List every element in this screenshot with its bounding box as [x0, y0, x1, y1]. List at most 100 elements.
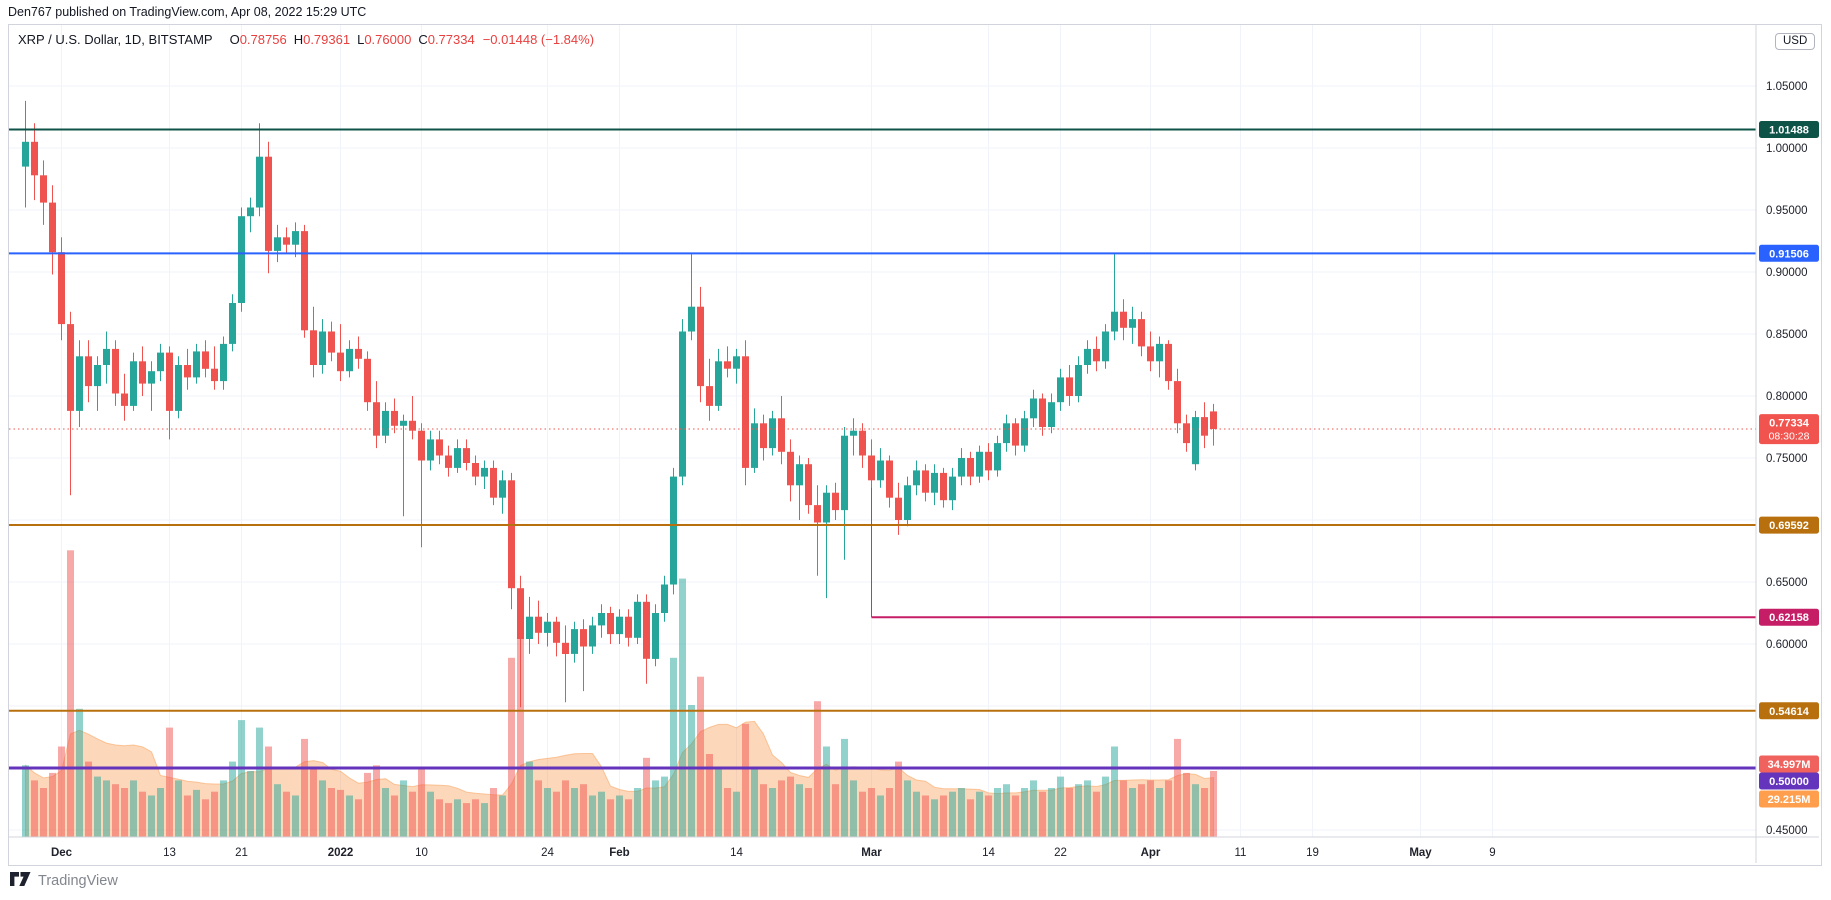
- volume-bar: [148, 795, 155, 837]
- price-chip-ray-support[interactable]: 0.62158: [1759, 608, 1819, 626]
- candle: [589, 625, 596, 647]
- candle: [922, 470, 929, 493]
- candle: [229, 303, 236, 344]
- candle: [256, 156, 263, 208]
- high-value: 0.79361: [303, 32, 351, 47]
- volume-bar: [670, 657, 677, 837]
- time-axis[interactable]: Dec 13 21 2022 10 24 Feb 14 Mar 14 22 Apr 11 19 May 9: [51, 847, 1496, 859]
- volume-bar: [1147, 780, 1154, 837]
- time-tick-label: Mar: [861, 847, 882, 859]
- time-tick-label: May: [1409, 847, 1432, 859]
- svg-text:0.91506: 0.91506: [1769, 248, 1809, 260]
- volume-bar: [301, 738, 308, 837]
- candle: [949, 476, 956, 501]
- candle: [904, 485, 911, 520]
- volume-bar: [643, 757, 650, 837]
- volume-bar: [868, 788, 875, 837]
- candle: [427, 439, 434, 461]
- candle: [562, 642, 569, 654]
- volume-bar: [103, 780, 110, 837]
- price-chip-support-2[interactable]: 0.54614: [1759, 702, 1819, 720]
- candle: [742, 356, 749, 468]
- volume-bar: [391, 795, 398, 837]
- candle: [1003, 423, 1010, 444]
- grid-layer: [9, 25, 1756, 837]
- volume-bar: [274, 784, 281, 837]
- candle: [553, 621, 560, 643]
- price-chip-resistance-high[interactable]: 1.01488: [1759, 121, 1819, 138]
- time-tick-label: 24: [541, 847, 554, 859]
- volume-bar: [913, 791, 920, 837]
- volume-bar: [1021, 788, 1028, 837]
- volume-bar: [823, 746, 830, 837]
- candle: [85, 356, 92, 387]
- candle: [1210, 411, 1217, 429]
- volume-bar: [589, 795, 596, 837]
- volume-bar: [1030, 780, 1037, 837]
- volume-bar: [904, 780, 911, 837]
- candle: [328, 331, 335, 353]
- candle: [688, 306, 695, 332]
- price-chip-support-1[interactable]: 0.69592: [1759, 516, 1819, 534]
- candle: [841, 435, 848, 511]
- candle: [337, 352, 344, 372]
- volume-chip-volume-value[interactable]: 34.997M: [1759, 755, 1819, 773]
- volume-bar: [850, 780, 857, 837]
- volume-bar: [364, 772, 371, 837]
- volume-bar: [742, 723, 749, 837]
- candle: [760, 423, 767, 449]
- chart-canvas[interactable]: 1.05000 1.00000 0.95000 0.90000 0.85000 0.800…: [9, 25, 1819, 863]
- volume-bar: [1075, 784, 1082, 837]
- candle: [1111, 311, 1118, 332]
- volume-bar: [427, 791, 434, 837]
- price-tick-label: 0.65000: [1766, 577, 1808, 589]
- symbol-title: XRP / U.S. Dollar, 1D, BITSTAMP: [18, 32, 213, 47]
- candle: [364, 358, 371, 403]
- volume-bar: [211, 791, 218, 837]
- volume-bar: [508, 657, 515, 837]
- candle: [526, 616, 533, 639]
- price-tick-label: 0.95000: [1766, 205, 1808, 217]
- time-tick-label: 14: [982, 847, 995, 859]
- volume-bar: [715, 769, 722, 837]
- volume-bar: [832, 784, 839, 837]
- candle: [247, 207, 254, 217]
- candle: [796, 464, 803, 486]
- candle: [877, 460, 884, 481]
- volume-bar: [445, 803, 452, 837]
- price-chip-resistance-mid[interactable]: 0.91506: [1759, 244, 1819, 262]
- svg-text:0.50000: 0.50000: [1769, 776, 1809, 788]
- candle: [1147, 346, 1154, 362]
- candle: [625, 616, 632, 638]
- high-key: H: [293, 32, 304, 47]
- volume-bar: [202, 799, 209, 837]
- volume-bar: [265, 746, 272, 837]
- volume-bar: [976, 791, 983, 837]
- volume-bar: [1012, 795, 1019, 837]
- candle: [31, 141, 38, 176]
- volume-bar: [706, 754, 713, 837]
- candle: [436, 439, 443, 456]
- svg-text:0.77334: 0.77334: [1769, 418, 1810, 430]
- currency-badge[interactable]: USD: [1775, 33, 1816, 50]
- volume-bar: [319, 780, 326, 837]
- price-chip-support-3[interactable]: 0.50000: [1759, 772, 1819, 790]
- volume-bar: [85, 761, 92, 837]
- volume-bar: [490, 788, 497, 837]
- candle: [1192, 417, 1199, 465]
- time-tick-label: 10: [415, 847, 428, 859]
- volume-bar: [463, 803, 470, 837]
- change-value: −0.01448 (−1.84%): [482, 32, 595, 47]
- volume-chip-volume-ma[interactable]: 29.215M: [1759, 790, 1819, 808]
- candle: [1075, 365, 1082, 396]
- price-tick-label: 0.75000: [1766, 453, 1808, 465]
- price-axis[interactable]: 1.05000 1.00000 0.95000 0.90000 0.85000 0.800…: [1766, 81, 1808, 837]
- volume-bar: [1210, 771, 1217, 837]
- price-tick-label: 0.45000: [1766, 825, 1808, 837]
- volume-bar: [1048, 788, 1055, 837]
- volume-bar: [1102, 776, 1109, 837]
- candle: [571, 629, 578, 654]
- volume-bar: [121, 788, 128, 837]
- volume-bar: [1165, 780, 1172, 837]
